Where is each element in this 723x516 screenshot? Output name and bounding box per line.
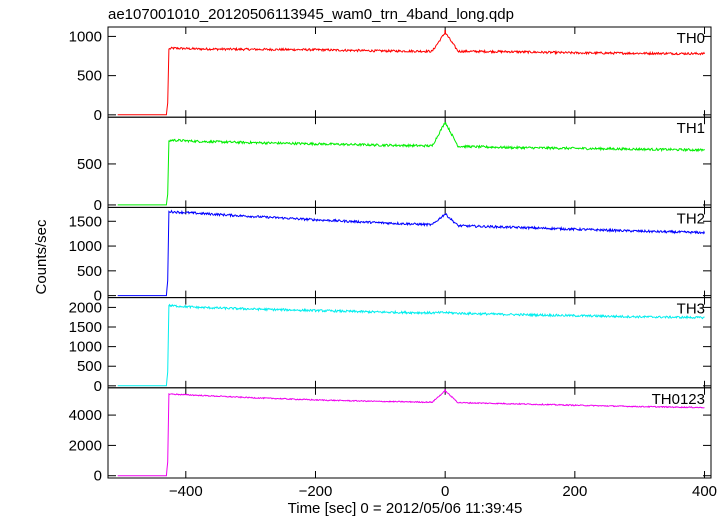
series-line-th0 [117, 31, 705, 116]
panel-frame-th0123 [107, 387, 712, 479]
series-label-th0123: TH0123 [652, 391, 705, 408]
y-tick-label: 0 [94, 288, 102, 305]
x-tick-label: 400 [692, 483, 717, 500]
chart-title: ae107001010_20120506113945_wam0_trn_4ban… [108, 6, 514, 23]
y-tick-label: 500 [77, 68, 102, 85]
y-axis-label: Counts/sec [33, 219, 50, 295]
y-tick-label: 500 [77, 156, 102, 173]
series-line-th1 [117, 122, 705, 206]
x-tick-label: −400 [169, 483, 203, 500]
y-tick-label: 500 [77, 263, 102, 280]
y-tick-label: 1000 [69, 28, 102, 45]
y-tick-label: 0 [94, 107, 102, 124]
x-tick-label: 0 [441, 483, 449, 500]
series-label-th0: TH0 [677, 30, 705, 47]
panel-frame-th0 [107, 26, 712, 118]
x-tick-label: 200 [562, 483, 587, 500]
panel-frame-th2 [107, 206, 712, 299]
y-tick-label: 1000 [69, 238, 102, 255]
series-line-th0123 [117, 390, 705, 477]
y-tick-label: 4000 [69, 407, 102, 424]
series-label-th3: TH3 [677, 301, 705, 318]
series-label-th1: TH1 [677, 120, 705, 137]
y-tick-label: 1500 [69, 213, 102, 230]
series-line-th2 [117, 209, 705, 297]
chart-panels: 0 500 1000 TH0 0 500 TH1 0 500 1000 1500 TH2 0 500 100… [69, 26, 717, 500]
y-tick-label: 0 [94, 378, 102, 395]
y-tick-label: 1500 [69, 319, 102, 336]
x-axis-label: Time [sec] 0 = 2012/05/06 11:39:45 [288, 500, 523, 516]
x-tick-label: −200 [299, 483, 333, 500]
y-tick-label: 1000 [69, 339, 102, 356]
panel-frame-th3 [107, 297, 712, 389]
y-tick-label: 2000 [69, 299, 102, 316]
y-tick-label: 0 [94, 197, 102, 214]
series-line-th3 [117, 303, 705, 387]
y-tick-label: 0 [94, 468, 102, 485]
series-label-th2: TH2 [677, 210, 705, 227]
y-tick-label: 2000 [69, 437, 102, 454]
y-tick-label: 500 [77, 358, 102, 375]
panel-frame-th1 [107, 116, 712, 208]
